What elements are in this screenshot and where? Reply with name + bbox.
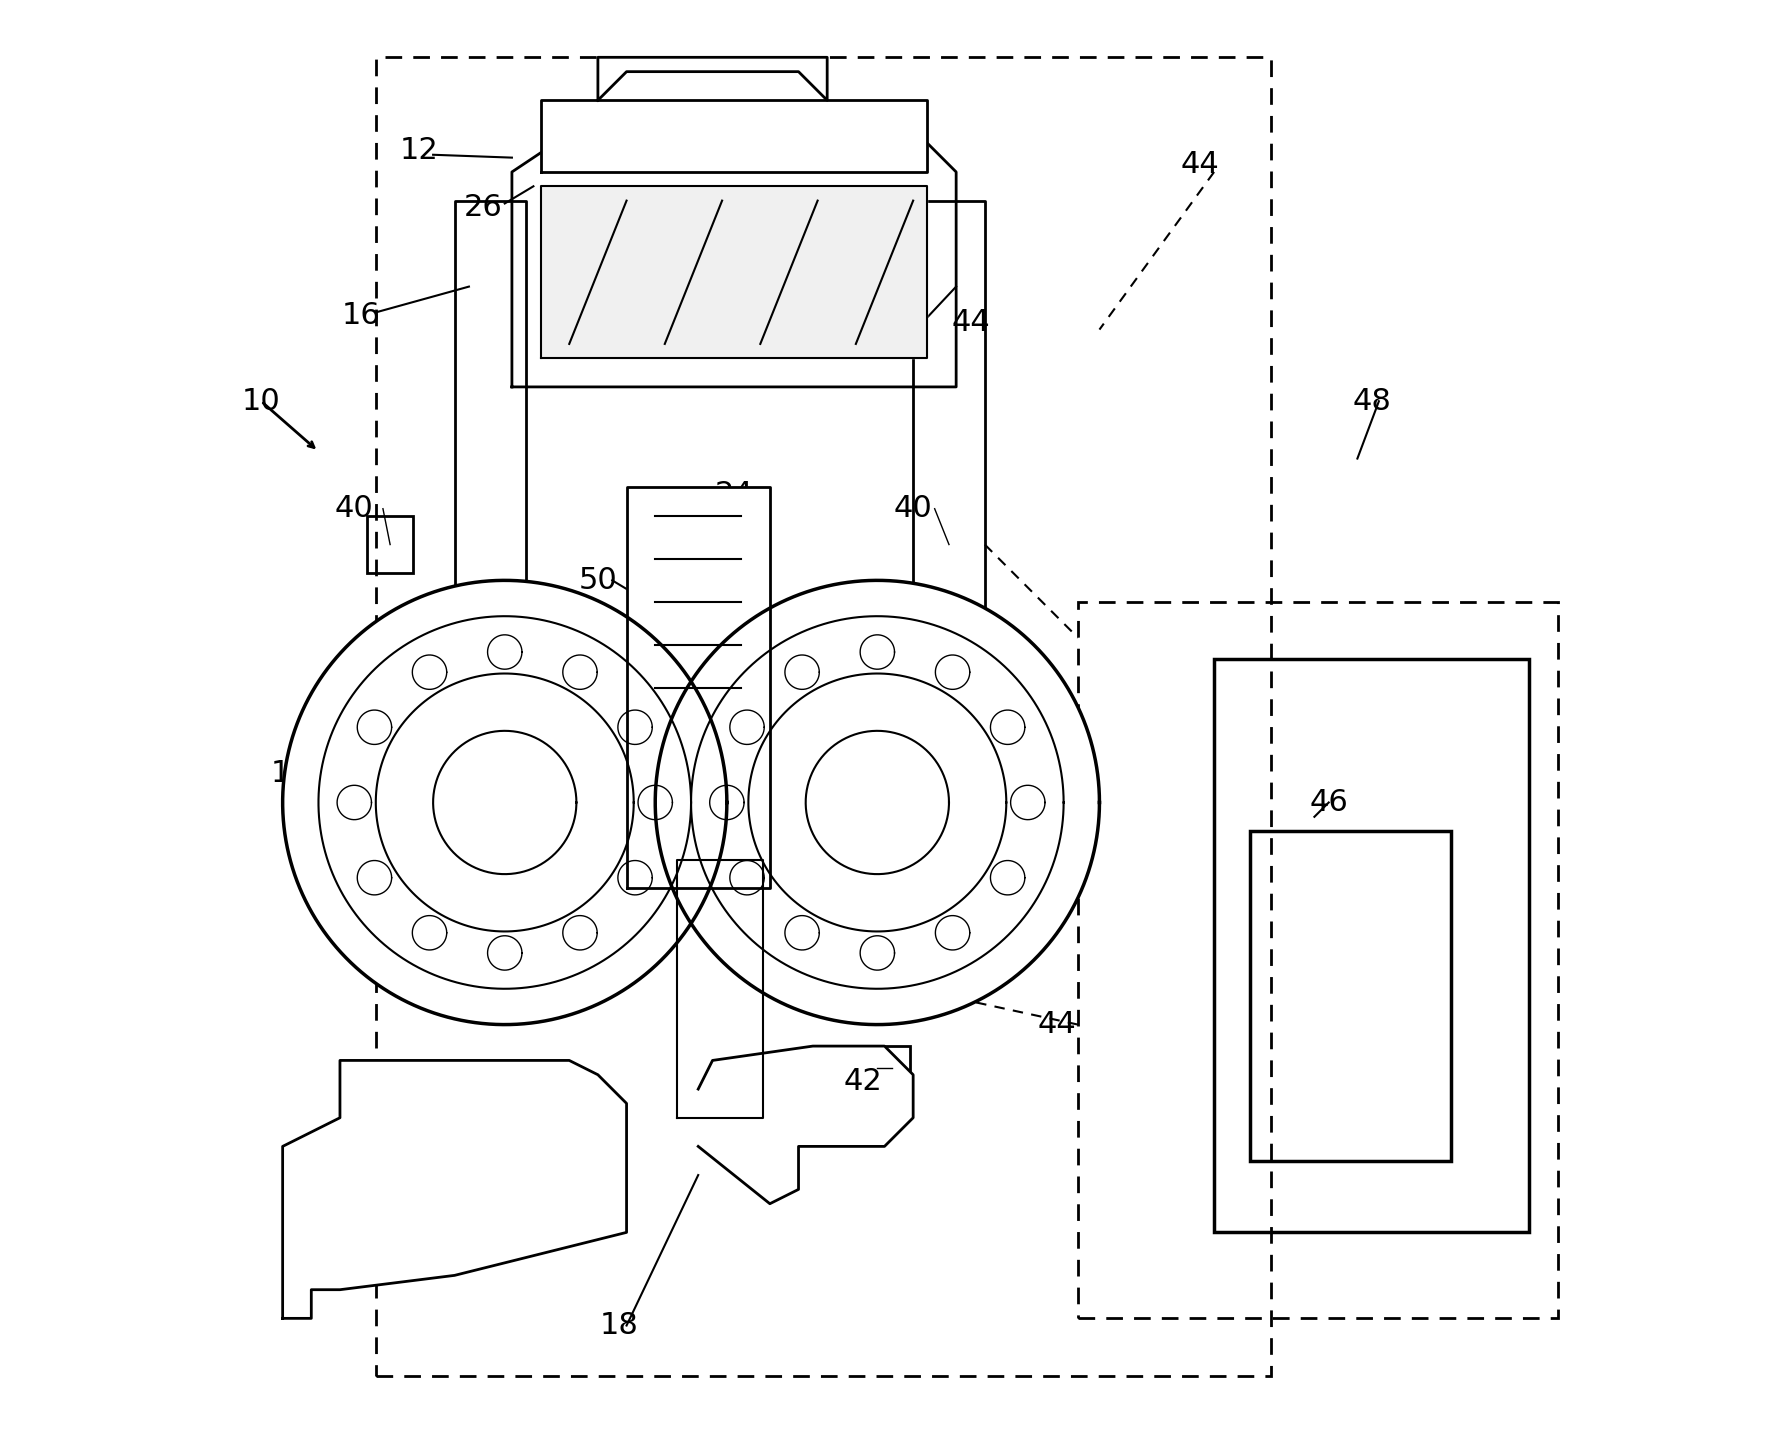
Text: 42: 42 xyxy=(844,1068,883,1096)
Polygon shape xyxy=(626,487,770,888)
Text: 14: 14 xyxy=(959,623,998,652)
Polygon shape xyxy=(655,580,1100,1025)
Text: 20: 20 xyxy=(823,774,862,802)
Text: 12: 12 xyxy=(400,136,439,165)
Text: 18: 18 xyxy=(600,1311,639,1340)
Bar xyxy=(1214,659,1530,1232)
Bar xyxy=(874,1046,909,1089)
Polygon shape xyxy=(699,1046,913,1204)
Text: 40: 40 xyxy=(334,494,373,523)
Text: 16: 16 xyxy=(341,301,380,330)
Polygon shape xyxy=(598,57,828,100)
Text: 14: 14 xyxy=(271,759,310,788)
Text: 44: 44 xyxy=(952,308,991,337)
Text: 26: 26 xyxy=(463,193,502,222)
Polygon shape xyxy=(283,1060,626,1318)
Polygon shape xyxy=(455,201,525,716)
Text: 16: 16 xyxy=(879,322,918,351)
Text: 44: 44 xyxy=(1180,150,1219,179)
Polygon shape xyxy=(541,100,927,172)
Polygon shape xyxy=(511,129,957,387)
Text: 48: 48 xyxy=(1352,387,1390,416)
Bar xyxy=(368,516,412,573)
Text: 46: 46 xyxy=(1309,788,1348,817)
Text: 22: 22 xyxy=(594,795,630,824)
Text: 10: 10 xyxy=(242,387,281,416)
Polygon shape xyxy=(913,201,985,716)
Polygon shape xyxy=(678,860,762,1118)
Polygon shape xyxy=(541,186,927,358)
Bar xyxy=(1251,831,1451,1161)
Polygon shape xyxy=(283,580,727,1025)
Bar xyxy=(925,516,971,573)
Bar xyxy=(1077,602,1558,1318)
Text: 24: 24 xyxy=(715,480,754,509)
Text: 28: 28 xyxy=(778,107,817,136)
Text: 44: 44 xyxy=(1037,1010,1076,1039)
Text: 22: 22 xyxy=(593,795,632,824)
Text: 50: 50 xyxy=(578,566,617,595)
Bar xyxy=(375,57,1272,1376)
Text: 40: 40 xyxy=(893,494,932,523)
